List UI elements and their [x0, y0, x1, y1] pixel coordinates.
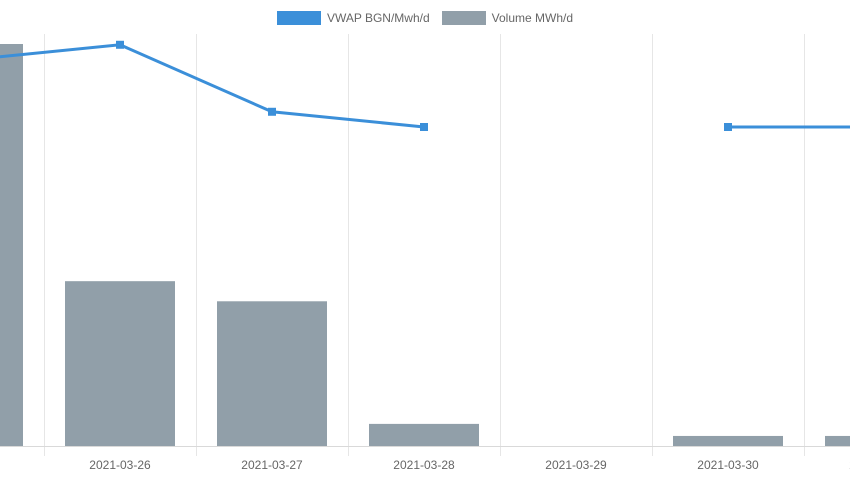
- legend-label-volume: Volume MWh/d: [491, 11, 574, 25]
- legend-swatch-vwap: [276, 11, 321, 25]
- legend-swatch-volume: [441, 11, 486, 25]
- vwap-point[interactable]: [268, 107, 276, 116]
- legend: VWAP BGN/Mwh/d Volume MWh/d: [0, 8, 850, 28]
- x-tick-label: 2021-03-28: [393, 458, 455, 472]
- volume-bar[interactable]: [369, 423, 479, 446]
- grid-lines: [0, 34, 850, 456]
- volume-bar[interactable]: [673, 435, 783, 446]
- volume-bar[interactable]: [825, 435, 850, 446]
- legend-label-vwap: VWAP BGN/Mwh/d: [326, 11, 430, 25]
- x-tick-label: 2021-03-29: [545, 458, 607, 472]
- x-tick-label: 2021-03-27: [241, 458, 303, 472]
- vwap-point[interactable]: [116, 40, 124, 49]
- legend-item-volume[interactable]: Volume MWh/d: [441, 11, 574, 25]
- volume-bars: [0, 44, 850, 446]
- vwap-line: [0, 40, 850, 131]
- vwap-point[interactable]: [724, 123, 732, 131]
- vwap-point[interactable]: [420, 123, 428, 131]
- volume-bar[interactable]: [217, 301, 327, 446]
- volume-bar[interactable]: [65, 281, 175, 446]
- x-tick-label: 2021-03-26: [89, 458, 151, 472]
- vwap-line-segment: [0, 43, 425, 129]
- x-axis-ticks: 2021-03-252021-03-262021-03-272021-03-28…: [89, 458, 850, 472]
- legend-item-vwap[interactable]: VWAP BGN/Mwh/d: [276, 11, 430, 25]
- x-tick-label: 2021-03-30: [697, 458, 759, 472]
- volume-bar[interactable]: [0, 44, 23, 446]
